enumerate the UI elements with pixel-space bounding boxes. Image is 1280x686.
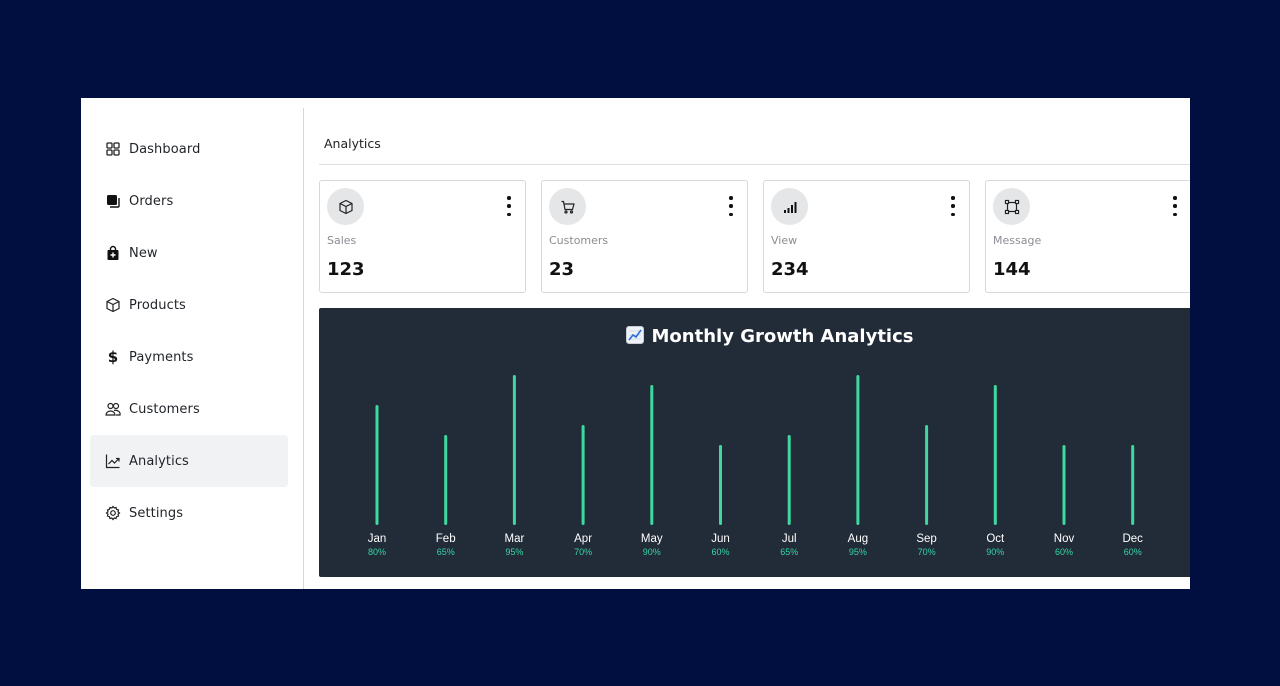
card-value: 123 (327, 259, 365, 280)
chart-month-label: Sep (916, 533, 936, 545)
chart-bar-may (650, 385, 654, 525)
signal-bars-icon (771, 188, 808, 225)
dollar-icon: $ (107, 348, 119, 366)
chart-value-label: 70% (918, 547, 936, 557)
chart-value-label: 60% (1124, 547, 1142, 557)
chart-value-label: 95% (505, 547, 523, 557)
chart-month-label: Oct (986, 533, 1005, 545)
trend-chart-icon (105, 453, 121, 469)
sidebar-item-customers[interactable]: Customers (90, 383, 288, 435)
chart-bar-oct (993, 385, 997, 525)
square-nodes-icon (993, 188, 1030, 225)
divider (319, 164, 1190, 165)
sidebar-item-label: Settings (129, 505, 184, 521)
card-label: Sales (327, 234, 357, 247)
bar-chart: Jan 80% Feb 65% Mar 95% Apr 70% May 90% Jun 60% Jul 6… (368, 375, 1143, 557)
sidebar-item-dashboard[interactable]: Dashboard (90, 123, 288, 175)
chart-value-label: 65% (437, 547, 455, 557)
chart-bar-jun (719, 445, 722, 525)
card-value: 23 (549, 259, 575, 280)
more-options-icon[interactable] (947, 195, 959, 217)
gear-icon (105, 505, 121, 521)
users-icon (105, 401, 121, 417)
chart-month-label: Aug (848, 533, 868, 545)
chart-bar-nov (1062, 445, 1066, 525)
sidebar-item-new[interactable]: New (90, 227, 288, 279)
chart-value-label: 90% (643, 547, 661, 557)
chart-value-label: 70% (574, 547, 592, 557)
stat-card-sales: Sales 123 (319, 180, 526, 293)
chart-bar-sep (925, 425, 929, 525)
chart-month-label: Dec (1122, 533, 1143, 545)
chart-month-label: May (641, 533, 663, 545)
sidebar-item-label: Payments (129, 349, 194, 365)
shopping-bag-plus-icon (105, 245, 121, 261)
stat-card-message: Message 144 (985, 180, 1190, 293)
sidebar-item-payments[interactable]: $ Payments (90, 331, 288, 383)
chart-increasing-icon (625, 326, 644, 344)
sidebar-item-label: New (129, 245, 158, 261)
sidebar-item-orders[interactable]: Orders (90, 175, 288, 227)
cart-icon (549, 188, 586, 225)
chart-month-label: Mar (504, 533, 524, 545)
chart-bar-jan (375, 405, 379, 525)
stat-card-customers: Customers 23 (541, 180, 748, 293)
growth-chart-panel: Monthly Growth Analytics Jan 80% Feb 65% Mar… (319, 308, 1190, 577)
chart-month-label: Jul (782, 533, 797, 545)
app-window: Dashboard Orders New (81, 98, 1190, 589)
sidebar-divider (303, 108, 304, 589)
chart-month-label: Nov (1054, 533, 1075, 545)
card-value: 144 (993, 259, 1031, 280)
card-label: View (771, 234, 798, 247)
dashboard-grid-icon (105, 141, 121, 157)
stat-card-view: View 234 (763, 180, 970, 293)
chart-bar-mar (512, 375, 516, 525)
sidebar-item-settings[interactable]: Settings (90, 487, 288, 539)
chart-value-label: 95% (849, 547, 867, 557)
orders-copy-icon (105, 193, 121, 209)
sidebar-item-label: Customers (129, 401, 200, 417)
box-icon (105, 297, 121, 313)
chart-value-label: 65% (780, 547, 798, 557)
sidebar-item-label: Products (129, 297, 186, 313)
chart-month-label: Jun (711, 533, 730, 545)
sidebar-item-analytics[interactable]: Analytics (90, 435, 288, 487)
box-icon (327, 188, 364, 225)
chart-month-label: Apr (574, 533, 592, 545)
sidebar-item-label: Analytics (129, 453, 189, 469)
card-value: 234 (771, 259, 809, 280)
chart-value-label: 80% (368, 547, 386, 557)
more-options-icon[interactable] (1169, 195, 1181, 217)
chart-month-label: Feb (436, 533, 456, 545)
card-label: Message (993, 234, 1042, 247)
more-options-icon[interactable] (725, 195, 737, 217)
more-options-icon[interactable] (503, 195, 515, 217)
chart-bar-dec (1131, 445, 1135, 525)
chart-bar-apr (581, 425, 585, 525)
chart-value-label: 90% (986, 547, 1004, 557)
page-title: Analytics (324, 136, 381, 151)
chart-bar-feb (444, 435, 448, 525)
card-label: Customers (549, 234, 609, 247)
chart-bar-jul (787, 435, 791, 525)
sidebar-item-label: Dashboard (129, 141, 201, 157)
chart-title: Monthly Growth Analytics (651, 326, 914, 347)
main-content: Analytics Sales 123 Customers 23 (304, 98, 1190, 589)
chart-month-label: Jan (368, 533, 387, 545)
chart-title-row: Monthly Growth Analytics (319, 326, 1190, 347)
sidebar: Dashboard Orders New (81, 98, 303, 589)
chart-value-label: 60% (711, 547, 729, 557)
chart-value-label: 60% (1055, 547, 1073, 557)
sidebar-item-label: Orders (129, 193, 174, 209)
chart-bar-aug (856, 375, 860, 525)
sidebar-item-products[interactable]: Products (90, 279, 288, 331)
